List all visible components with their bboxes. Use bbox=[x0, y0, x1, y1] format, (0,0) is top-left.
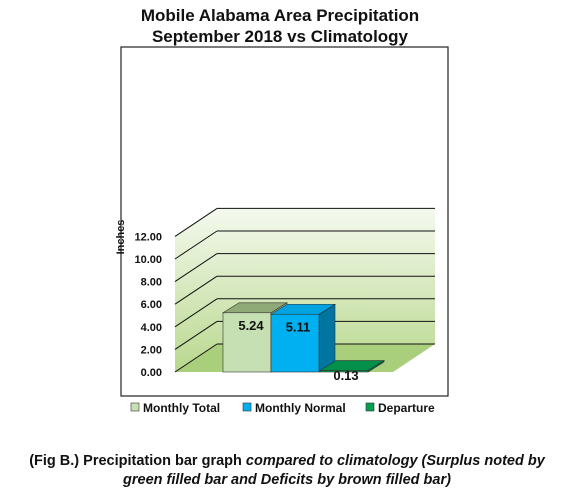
y-axis: 0.00 2.00 4.00 6.00 8.00 10.00 12.00 bbox=[134, 231, 162, 379]
chart-subtitle: September 2018 vs Climatology bbox=[151, 27, 409, 46]
data-label: 5.24 bbox=[238, 318, 264, 333]
figure-caption-line-2: green filled bar and Deficits by brown f… bbox=[123, 472, 451, 488]
y-tick-label: 6.00 bbox=[141, 299, 162, 311]
chart-title: Mobile Alabama Area Precipitation bbox=[140, 6, 420, 25]
gridline-diagonal bbox=[174, 343, 218, 373]
gridline-diagonal bbox=[174, 320, 218, 350]
gridline-diagonal bbox=[174, 298, 218, 328]
caption-text: (Fig B.) Precipitation bar graph bbox=[29, 453, 246, 469]
y-tick-label: 2.00 bbox=[141, 344, 162, 356]
gridline-diagonal bbox=[174, 230, 218, 260]
y-tick-label: 8.00 bbox=[141, 277, 162, 289]
y-tick-label: 0.00 bbox=[141, 367, 162, 379]
bar bbox=[270, 313, 320, 373]
legend: Monthly Total Monthly Normal Departure bbox=[130, 401, 435, 415]
figure-caption-line-1: (Fig B.) Precipitation bar graph compare… bbox=[0, 452, 574, 471]
data-label: 5.11 bbox=[286, 319, 311, 334]
gridline-diagonal bbox=[174, 253, 218, 283]
legend-swatch bbox=[365, 402, 375, 412]
y-tick-label: 10.00 bbox=[134, 254, 162, 266]
bar bbox=[319, 370, 369, 373]
legend-item: Monthly Normal bbox=[242, 401, 346, 415]
legend-item: Monthly Total bbox=[130, 401, 220, 415]
legend-label: Monthly Normal bbox=[255, 401, 346, 415]
bar-side bbox=[318, 303, 336, 373]
gridline-diagonal bbox=[174, 207, 218, 237]
legend-label: Departure bbox=[378, 401, 435, 415]
caption-italic-text: compared to climatology (Surplus noted b… bbox=[245, 453, 545, 469]
legend-label: Monthly Total bbox=[143, 401, 220, 415]
bar-monthly-normal: 5.11 bbox=[269, 303, 337, 373]
y-tick-label: 4.00 bbox=[141, 322, 162, 334]
y-axis-label: Inches bbox=[115, 220, 127, 255]
y-tick-label: 12.00 bbox=[134, 231, 162, 243]
legend-swatch bbox=[242, 402, 252, 412]
bar-departure: 0.13 bbox=[318, 359, 386, 383]
gridline-diagonal bbox=[174, 275, 218, 305]
bars: 5.24 5.11 0.13 bbox=[221, 302, 386, 383]
data-label: 0.13 bbox=[333, 368, 358, 383]
chart: 0.00 2.00 4.00 6.00 8.00 10.00 12.00 Inches 5.… bbox=[115, 46, 449, 415]
legend-swatch bbox=[130, 402, 140, 412]
bar bbox=[222, 312, 272, 373]
legend-item: Departure bbox=[365, 401, 435, 415]
